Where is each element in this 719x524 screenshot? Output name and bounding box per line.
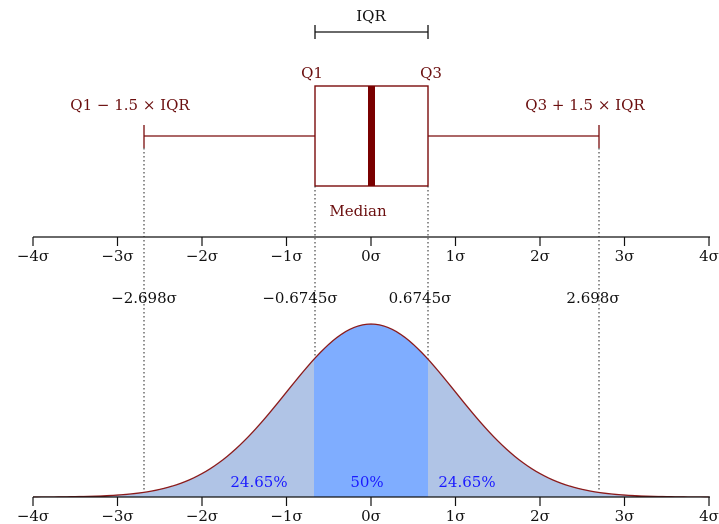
top-axis-tick-label: 2σ bbox=[530, 247, 550, 265]
bottom-axis-tick-label: 2σ bbox=[530, 507, 550, 524]
boxplot: IQR Q1 Q3 Q1 − 1.5 × IQR Q3 + 1.5 × IQR … bbox=[70, 7, 645, 220]
marker-label-upper-whisker: 2.698σ bbox=[566, 289, 619, 307]
q1-label: Q1 bbox=[301, 64, 323, 82]
bottom-axis-tick-label: −3σ bbox=[101, 507, 133, 524]
region-percent-right: 24.65% bbox=[438, 473, 495, 491]
central-50-percent-fill bbox=[314, 324, 428, 497]
marker-label-lower-whisker: −2.698σ bbox=[111, 289, 177, 307]
bottom-axis-tick-label: −4σ bbox=[17, 507, 49, 524]
normal-density-curve bbox=[32, 323, 710, 498]
lower-whisker-label: Q1 − 1.5 × IQR bbox=[70, 96, 190, 114]
bottom-axis-tick-label: 4σ bbox=[699, 507, 719, 524]
iqr-label: IQR bbox=[356, 7, 386, 25]
top-axis: −4σ −3σ −2σ −1σ 0σ 1σ 2σ 3σ 4σ bbox=[17, 236, 719, 265]
top-axis-tick-label: −1σ bbox=[270, 247, 302, 265]
q3-label: Q3 bbox=[420, 64, 442, 82]
marker-label-q3: 0.6745σ bbox=[389, 289, 452, 307]
top-axis-tick-label: −2σ bbox=[186, 247, 218, 265]
bottom-axis-tick-label: 1σ bbox=[446, 507, 466, 524]
bottom-axis-tick-label: −2σ bbox=[186, 507, 218, 524]
region-percent-left: 24.65% bbox=[230, 473, 287, 491]
marker-label-q1: −0.6745σ bbox=[262, 289, 337, 307]
top-axis-tick-label: 1σ bbox=[446, 247, 466, 265]
median-label: Median bbox=[329, 202, 387, 220]
upper-whisker-label: Q3 + 1.5 × IQR bbox=[525, 96, 645, 114]
density-plot: 24.65% 50% 24.65% bbox=[32, 323, 710, 498]
bottom-axis-tick-label: −1σ bbox=[270, 507, 302, 524]
top-axis-tick-label: 3σ bbox=[615, 247, 635, 265]
top-axis-tick-label: −4σ bbox=[17, 247, 49, 265]
top-axis-tick-label: −3σ bbox=[101, 247, 133, 265]
top-axis-tick-label: 4σ bbox=[699, 247, 719, 265]
median-bar bbox=[368, 86, 375, 186]
quantile-marker-labels: −2.698σ −0.6745σ 0.6745σ 2.698σ bbox=[111, 289, 619, 307]
region-percent-center: 50% bbox=[350, 473, 383, 491]
bottom-axis-tick-label: 0σ bbox=[361, 507, 381, 524]
bottom-axis-tick-label: 3σ bbox=[615, 507, 635, 524]
bottom-axis: −4σ −3σ −2σ −1σ 0σ 1σ 2σ 3σ 4σ bbox=[17, 496, 719, 524]
top-axis-tick-label: 0σ bbox=[361, 247, 381, 265]
